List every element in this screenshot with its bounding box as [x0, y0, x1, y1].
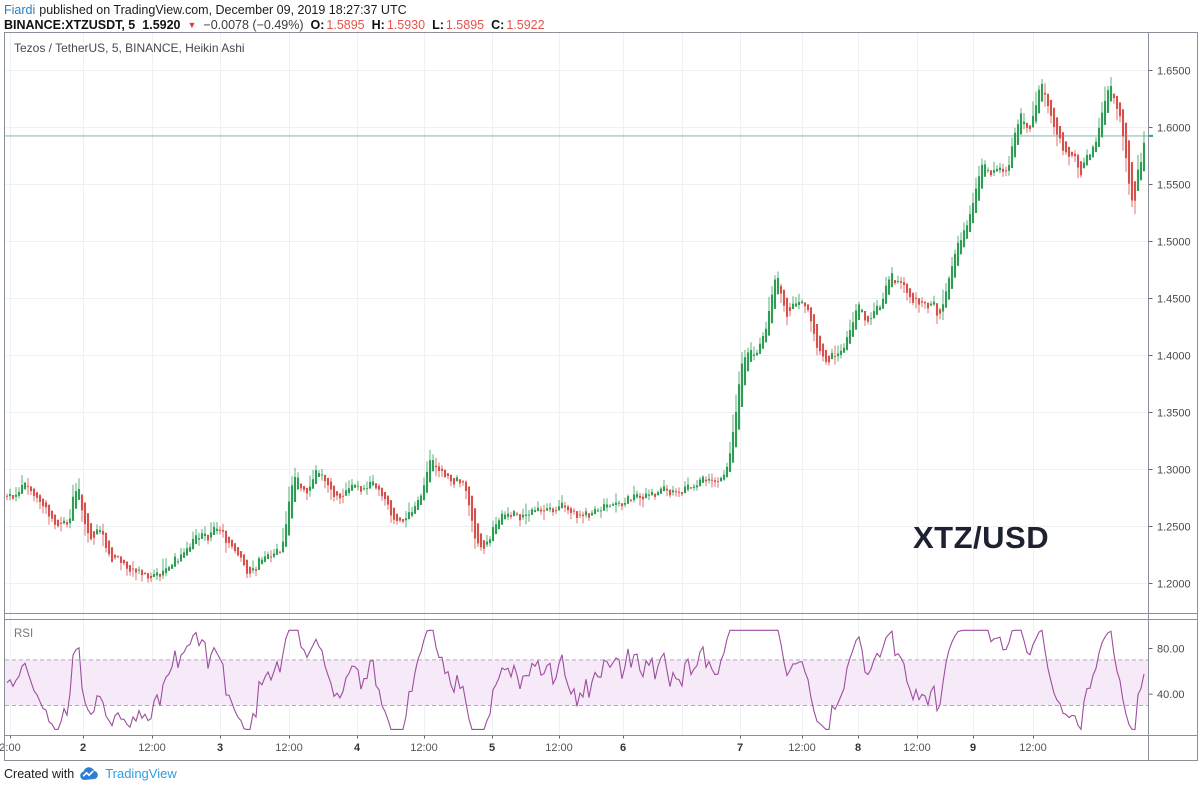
- time-axis-label: 5: [489, 742, 495, 754]
- time-axis-label: 12:00: [788, 742, 816, 754]
- price-change: −0.0078 (−0.49%): [203, 18, 304, 32]
- watermark: XTZ/USD: [913, 520, 1050, 555]
- price-axis-label: 1.3000: [1157, 465, 1191, 477]
- up-candle-bodies: [8, 83, 1146, 577]
- rsi-pane-label: RSI: [14, 628, 34, 640]
- rsi-band-edges: [5, 659, 1148, 706]
- rsi-axis-label: 80.00: [1157, 644, 1185, 656]
- price-axis-label: 1.2000: [1157, 579, 1191, 591]
- rsi-band: [5, 659, 1148, 706]
- price-axis-label: 1.3500: [1157, 408, 1191, 420]
- chart-borders: [4, 32, 1198, 761]
- price-axis-label: 1.6500: [1157, 66, 1191, 78]
- tradingview-logo[interactable]: [79, 766, 100, 781]
- price-axis-label: 1.6000: [1157, 123, 1191, 135]
- down-candle-wicks: [6, 83, 1136, 583]
- down-candle-bodies: [5, 92, 1137, 579]
- time-axis-label: 12:00: [138, 742, 166, 754]
- time-axis-label: 4: [354, 742, 361, 754]
- symbol-name: BINANCE:XTZUSDT, 5: [4, 18, 136, 32]
- time-axis-label: 12:00: [545, 742, 573, 754]
- price-axis-label: 1.5500: [1157, 180, 1191, 192]
- axis-ticks: [10, 70, 1153, 739]
- vertical-gridlines: [10, 32, 1034, 735]
- chart-legend: Tezos / TetherUS, 5, BINANCE, Heikin Ash…: [14, 41, 245, 55]
- last-price: 1.5920: [142, 18, 181, 32]
- tradingview-brand-link[interactable]: TradingView: [105, 766, 177, 781]
- time-axis-label: 3: [217, 742, 223, 754]
- symbol-status-line: BINANCE:XTZUSDT, 5 1.5920 ▼ −0.0078 (−0.…: [4, 18, 545, 32]
- published-text: published on TradingView.com, December 0…: [39, 3, 407, 17]
- close-value: C: 1.5922: [491, 18, 545, 32]
- time-axis-label: 7: [737, 742, 743, 754]
- time-axis-label: 12:00: [410, 742, 438, 754]
- time-axis-label: 8: [855, 742, 861, 754]
- time-axis-label: 2:00: [0, 742, 21, 754]
- footer: Created with TradingView: [4, 766, 177, 781]
- time-axis-label: 9: [970, 742, 976, 754]
- time-axis-label: 12:00: [275, 742, 303, 754]
- author-link[interactable]: Fiardi: [4, 3, 36, 17]
- high-value: H: 1.5930: [371, 18, 426, 32]
- price-down-triangle-icon: ▼: [187, 20, 197, 30]
- created-with-text: Created with: [4, 766, 75, 781]
- price-axis-label: 1.4000: [1157, 351, 1191, 363]
- time-axis-label: 6: [620, 742, 626, 754]
- publish-line: Fiardi published on TradingView.com, Dec…: [4, 3, 407, 17]
- price-axis-label: 1.4500: [1157, 294, 1191, 306]
- horizontal-gridlines: [5, 70, 1148, 584]
- low-value: L: 1.5895: [432, 18, 485, 32]
- time-axis-label: 12:00: [903, 742, 931, 754]
- open-value: O: 1.5895: [310, 18, 365, 32]
- rsi-axis-label: 40.00: [1157, 689, 1185, 701]
- price-axis-label: 1.2500: [1157, 522, 1191, 534]
- price-axis-label: 1.5000: [1157, 237, 1191, 249]
- time-axis-label: 12:00: [1019, 742, 1047, 754]
- time-axis-label: 2: [80, 742, 86, 754]
- rsi-line: [6, 629, 1145, 731]
